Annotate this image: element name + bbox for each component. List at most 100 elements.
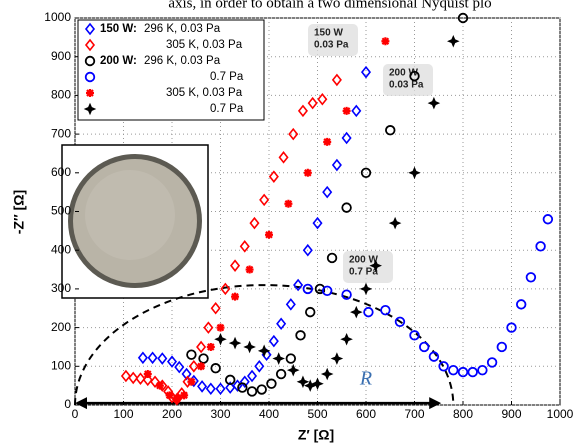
data-point xyxy=(246,386,258,397)
annotation-text: 200 W xyxy=(389,68,418,79)
data-point xyxy=(239,240,250,253)
data-point xyxy=(210,301,221,315)
data-point xyxy=(266,378,277,389)
x-tick-label: 200 xyxy=(162,407,182,421)
data-point xyxy=(288,127,299,141)
x-tick-label: 600 xyxy=(356,407,376,421)
legend-marker xyxy=(84,22,96,36)
data-point xyxy=(326,252,338,264)
data-point xyxy=(312,216,323,230)
data-point xyxy=(302,283,314,295)
data-point xyxy=(360,65,372,79)
data-point xyxy=(206,342,215,351)
data-point xyxy=(150,375,161,389)
x-tick-label: 100 xyxy=(113,407,133,421)
data-point xyxy=(303,168,312,177)
data-point xyxy=(275,368,287,380)
data-point xyxy=(311,377,324,390)
data-point xyxy=(228,336,242,350)
data-point xyxy=(186,349,197,360)
data-point xyxy=(297,104,308,118)
data-point xyxy=(286,363,300,377)
inset-photo xyxy=(61,144,209,299)
data-point xyxy=(331,158,342,172)
data-point xyxy=(243,340,256,354)
x-tick-label: 800 xyxy=(453,407,473,421)
data-point xyxy=(272,352,285,365)
data-point xyxy=(409,70,420,82)
data-point xyxy=(245,265,254,274)
data-point xyxy=(341,289,352,300)
data-point xyxy=(419,341,430,353)
data-point xyxy=(254,360,265,373)
data-point xyxy=(467,366,478,378)
data-point xyxy=(457,366,469,378)
data-point xyxy=(120,369,131,383)
data-point xyxy=(394,316,406,327)
y-tick-label: 800 xyxy=(51,88,71,102)
y-tick-label: 700 xyxy=(51,126,71,140)
data-point xyxy=(205,382,216,396)
x-tick-label: 0 xyxy=(72,407,79,421)
data-point xyxy=(302,243,313,257)
data-point xyxy=(380,304,391,316)
data-point xyxy=(197,362,206,371)
data-point xyxy=(296,375,310,389)
header-fragment: axis, in order to obtain a two dimension… xyxy=(168,0,491,11)
y-tick-label: 500 xyxy=(51,204,71,218)
arrow-head xyxy=(75,397,87,410)
data-point xyxy=(385,125,396,136)
data-point xyxy=(166,355,178,368)
data-point xyxy=(268,170,279,183)
data-point xyxy=(172,395,181,404)
y-tick-label: 400 xyxy=(51,242,71,256)
y-axis-label: -Z′′ [Ω] xyxy=(11,190,27,234)
annotation-text: 150 W xyxy=(314,28,343,39)
legend-label: 305 K, 0.03 Pa xyxy=(166,87,243,99)
annotation-box xyxy=(383,64,433,96)
data-point xyxy=(516,299,527,310)
data-point xyxy=(174,360,185,374)
y-tick-label: 200 xyxy=(51,320,71,334)
data-point xyxy=(239,375,250,389)
data-point xyxy=(231,292,240,301)
data-point xyxy=(256,384,267,395)
data-point xyxy=(196,340,207,354)
data-point xyxy=(210,363,221,374)
legend-label: 0.7 Pa xyxy=(210,71,244,83)
data-point xyxy=(320,367,334,381)
data-point xyxy=(293,278,304,292)
data-point xyxy=(224,374,236,386)
data-point xyxy=(496,341,508,353)
annotation-text: 0.03 Pa xyxy=(314,40,349,51)
annotation-box xyxy=(343,251,393,283)
data-point xyxy=(381,37,390,46)
data-point xyxy=(303,379,317,392)
data-point xyxy=(247,369,258,383)
legend-group: 200 W: xyxy=(100,55,137,67)
legend-marker xyxy=(84,38,96,52)
data-point xyxy=(276,317,287,331)
data-point xyxy=(230,259,241,272)
annotation-text: 200 W xyxy=(349,255,378,266)
data-point xyxy=(525,272,537,283)
legend-group: 150 W: xyxy=(100,23,137,35)
y-tick-label: 100 xyxy=(51,358,71,372)
data-point xyxy=(409,330,420,341)
data-point xyxy=(157,352,168,365)
legend-box xyxy=(77,19,265,121)
legend-marker xyxy=(84,55,96,67)
data-point xyxy=(257,344,271,358)
y-tick-label: 1000 xyxy=(44,10,71,24)
data-point xyxy=(351,104,362,118)
data-point xyxy=(427,96,441,110)
data-point xyxy=(137,351,148,365)
data-point xyxy=(331,73,342,87)
data-point xyxy=(369,259,382,272)
annotation-text: 0.7 Pa xyxy=(349,267,378,278)
data-point xyxy=(486,357,498,368)
legend-label: 296 K, 0.03 Pa xyxy=(144,55,221,67)
legend-marker xyxy=(83,102,97,116)
data-point xyxy=(265,230,273,239)
x-axis-label: Z′ [Ω] xyxy=(298,427,334,443)
